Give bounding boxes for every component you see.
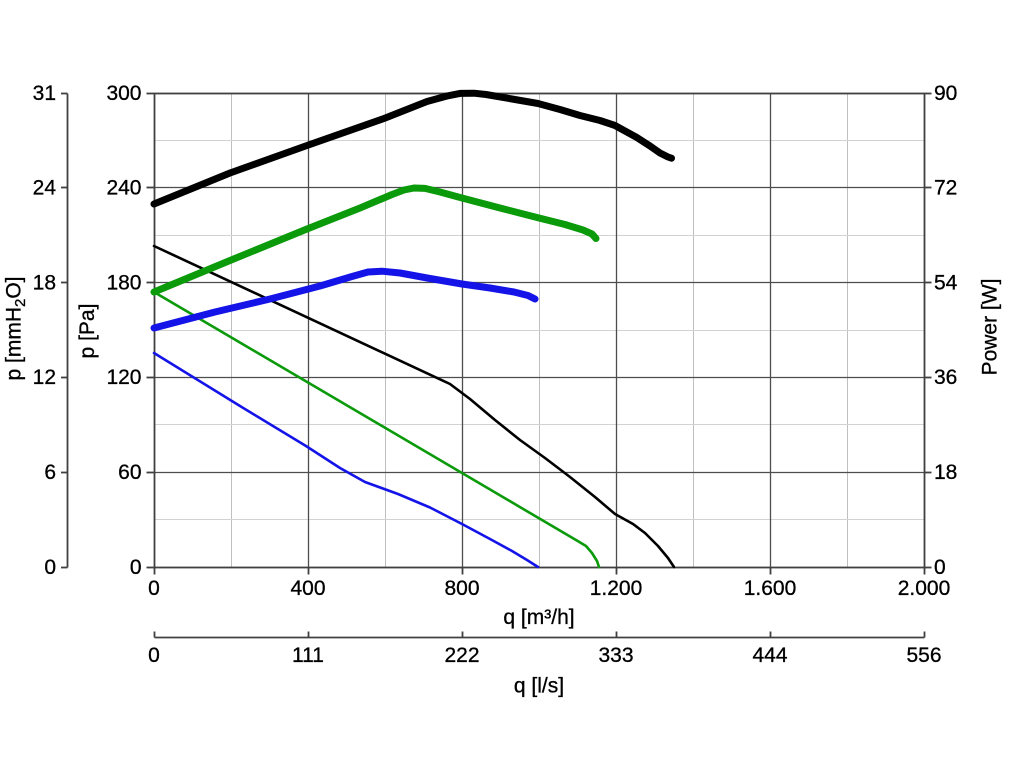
svg-text:Power [W]: Power [W] [979,279,1002,376]
svg-text:556: 556 [906,644,941,667]
svg-text:400: 400 [290,577,325,600]
svg-text:1.600: 1.600 [744,577,797,600]
svg-text:18: 18 [33,271,56,294]
svg-text:0: 0 [148,644,160,667]
svg-text:12: 12 [33,366,56,389]
svg-text:p [mmH2O]: p [mmH2O] [3,276,30,380]
svg-text:444: 444 [752,644,787,667]
svg-text:31: 31 [33,82,56,105]
svg-text:0: 0 [130,556,142,579]
svg-text:240: 240 [106,177,141,200]
svg-text:111: 111 [292,644,324,667]
svg-text:q [m³/h]: q [m³/h] [503,606,574,629]
svg-text:0: 0 [934,556,946,579]
svg-text:90: 90 [934,82,957,105]
svg-text:0: 0 [44,556,56,579]
svg-text:0: 0 [148,577,160,600]
svg-text:300: 300 [106,82,141,105]
svg-text:120: 120 [106,366,141,389]
svg-text:2.000: 2.000 [898,577,951,600]
svg-text:72: 72 [934,177,957,200]
svg-text:60: 60 [118,461,141,484]
svg-text:36: 36 [934,366,957,389]
svg-text:333: 333 [598,644,633,667]
svg-text:800: 800 [444,577,479,600]
svg-text:1.200: 1.200 [590,577,643,600]
svg-text:q [l/s]: q [l/s] [514,675,564,698]
svg-text:24: 24 [33,177,57,200]
svg-text:54: 54 [934,271,958,294]
svg-text:p [Pa]: p [Pa] [76,304,99,359]
svg-text:18: 18 [934,461,957,484]
svg-text:180: 180 [106,271,141,294]
svg-text:6: 6 [44,461,56,484]
svg-text:222: 222 [444,644,479,667]
